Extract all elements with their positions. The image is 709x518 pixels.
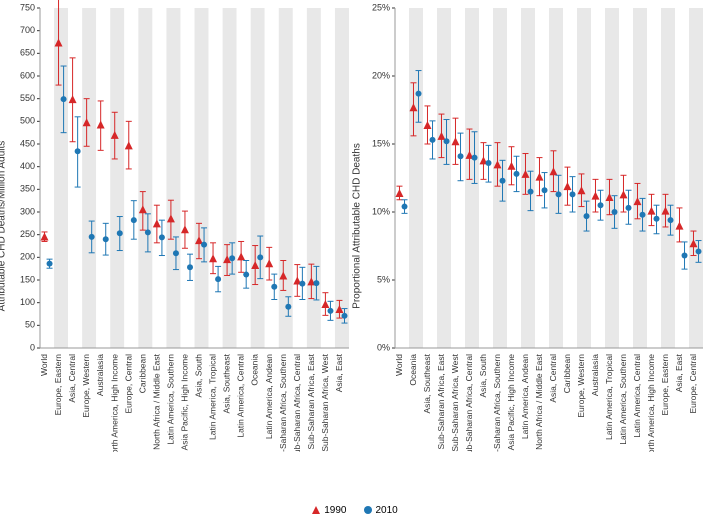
xtick-label: Asia, Central	[548, 354, 558, 403]
ytick-label: 550	[20, 93, 35, 103]
legend-item: 2010	[363, 505, 398, 516]
xtick-label: Latin America, Central	[236, 354, 246, 438]
panel-right: Proportional Attributable CHD Deaths 0% 5…	[355, 0, 709, 452]
xtick-label: Oceania	[408, 354, 418, 386]
panel-svg: 0% 5% 10% 15% 20% 25% World Oceania Asia, Southe…	[355, 0, 709, 452]
legend: 1990 2010	[0, 505, 709, 516]
xtick-label: North America, High Income	[646, 354, 656, 452]
xtick-label: Latin America, Andean	[520, 354, 530, 439]
xtick-label: Sub-Saharan Africa, Central	[464, 354, 474, 452]
xtick-label: World	[394, 354, 404, 376]
xtick-label: Asia, Southeast	[222, 353, 232, 413]
ytick-label: 10%	[372, 206, 390, 216]
xtick-label: Caribbean	[562, 354, 572, 393]
xtick-label: Asia, Central	[67, 354, 77, 403]
xtick-label: Latin America, Tropical	[208, 354, 218, 440]
ytick-label: 0%	[377, 342, 390, 352]
xtick-label: Sub-Saharan Africa, West	[450, 353, 460, 451]
ytick-label: 450	[20, 138, 35, 148]
xtick-label: Asia, South	[478, 354, 488, 398]
panel-left: Attributable CHD Deaths/Million Adults 0…	[0, 0, 355, 452]
xtick-label: Europe, Eastern	[660, 354, 670, 416]
xtick-label: North America, High Income	[109, 354, 119, 452]
ytick-label: 200	[20, 252, 35, 262]
xtick-label: Europe, Central	[688, 354, 698, 414]
xtick-label: Australasia	[95, 354, 105, 396]
circle-icon	[363, 505, 373, 515]
ytick-label: 750	[20, 2, 35, 12]
xtick-label: Oceania	[250, 354, 260, 386]
xtick-label: Caribbean	[137, 354, 147, 393]
ytick-label: 0	[30, 342, 35, 352]
legend-label: 1990	[324, 505, 346, 516]
xtick-label: Asia, Southeast	[422, 353, 432, 413]
ytick-label: 50	[25, 320, 35, 330]
legend-item: 1990	[311, 505, 346, 516]
xtick-label: Sub-Saharan Africa, West	[320, 353, 330, 451]
y-axis-label-left: Attributable CHD Deaths/Million Adults	[0, 141, 8, 312]
ytick-label: 20%	[372, 70, 390, 80]
y-axis-label-right: Proportional Attributable CHD Deaths	[352, 143, 363, 309]
ytick-label: 150	[20, 274, 35, 284]
ytick-label: 500	[20, 116, 35, 126]
xtick-label: Sub-Saharan Africa, East	[306, 353, 316, 449]
xtick-label: Asia, South	[194, 354, 204, 398]
ytick-label: 25%	[372, 2, 390, 12]
xtick-label: Asia Pacific, High Income	[506, 354, 516, 451]
xtick-label: Australasia	[590, 354, 600, 396]
xtick-label: Latin America, Tropical	[604, 354, 614, 440]
ytick-label: 250	[20, 229, 35, 239]
ytick-label: 100	[20, 297, 35, 307]
xtick-label: Europe, Eastern	[53, 354, 63, 416]
xtick-label: Sub-Saharan Africa, Central	[292, 354, 302, 452]
ytick-label: 650	[20, 48, 35, 58]
xtick-label: Europe, Western	[576, 354, 586, 418]
xtick-label: Latin America, Andean	[264, 354, 274, 439]
xtick-label: North Africa / Middle East	[151, 353, 161, 450]
xtick-label: Latin America, Southern	[165, 354, 175, 445]
xtick-label: Europe, Central	[123, 354, 133, 414]
xtick-label: Europe, Western	[81, 354, 91, 418]
xtick-label: Asia, East	[334, 353, 344, 392]
ytick-label: 400	[20, 161, 35, 171]
xtick-label: North Africa / Middle East	[534, 353, 544, 450]
ytick-label: 300	[20, 206, 35, 216]
ytick-label: 700	[20, 25, 35, 35]
xtick-label: Latin America, Central	[632, 354, 642, 438]
xtick-label: Latin America, Southern	[618, 354, 628, 445]
xtick-label: Asia Pacific, High Income	[179, 354, 189, 451]
xtick-label: Asia, East	[674, 353, 684, 392]
panel-svg: 0 50 100 150 200 250 300 350 400 450 500 550 600 650 7…	[0, 0, 355, 452]
xtick-label: Sub-Saharan Africa, East	[436, 353, 446, 449]
triangle-icon	[311, 505, 321, 515]
xtick-label: Sub-Saharan Africa, Southern	[278, 354, 288, 452]
figure: Attributable CHD Deaths/Million Adults 0…	[0, 0, 709, 518]
ytick-label: 5%	[377, 274, 390, 284]
legend-label: 2010	[376, 505, 398, 516]
ytick-label: 15%	[372, 138, 390, 148]
xtick-label: World	[39, 354, 49, 376]
xtick-label: Sub-Saharan Africa, Southern	[492, 354, 502, 452]
ytick-label: 600	[20, 70, 35, 80]
ytick-label: 350	[20, 184, 35, 194]
